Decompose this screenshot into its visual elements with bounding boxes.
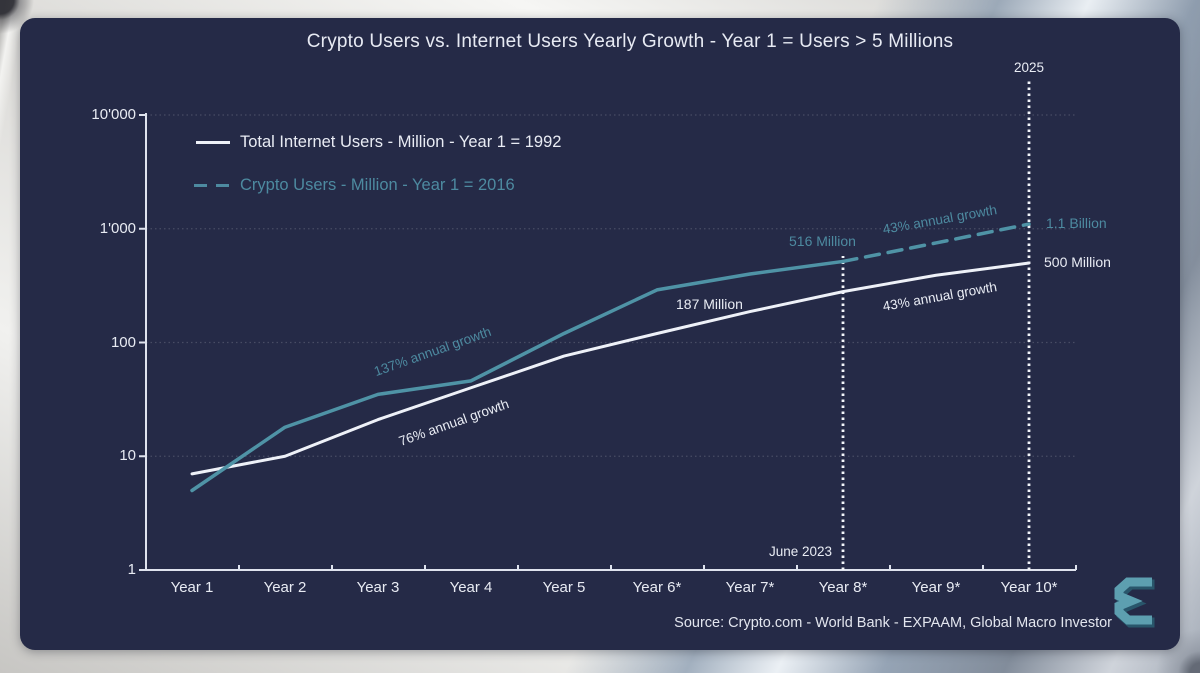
legend-label-crypto: Crypto Users - Million - Year 1 = 2016 (240, 176, 515, 194)
y-tick-1: 1 (127, 561, 136, 578)
legend-line-crypto (194, 184, 232, 187)
crypto-projection-line (841, 222, 1031, 264)
x-tick-year1: Year 1 (170, 579, 214, 596)
annotation-crypto-1-1-billion: 1.1 Billion (1046, 215, 1107, 231)
x-tick-year5: Year 5 (542, 579, 586, 596)
x-tick-year8: Year 8* (818, 579, 868, 596)
x-tick-year2: Year 2 (263, 579, 307, 596)
crypto-users-line (190, 259, 845, 493)
annotation-internet-500-million: 500 Million (1044, 254, 1111, 270)
marker-label-2025: 2025 (1013, 60, 1045, 75)
expaam-logo-icon (1114, 577, 1155, 628)
x-tick-year4: Year 4 (449, 579, 493, 596)
y-tick-100: 100 (110, 334, 136, 351)
chart-panel (20, 18, 1180, 650)
annotation-crypto-516-million: 516 Million (789, 233, 856, 249)
annotation-internet-187-million: 187 Million (676, 296, 743, 312)
x-tick-year9: Year 9* (911, 579, 961, 596)
y-tick-10: 10 (119, 447, 136, 464)
source-credit: Source: Crypto.com - World Bank - EXPAAM… (674, 615, 1112, 631)
x-tick-year3: Year 3 (356, 579, 400, 596)
marker-label-june-2023: June 2023 (769, 544, 833, 559)
x-tick-year7: Year 7* (725, 579, 775, 596)
y-tick-10000: 10'000 (91, 106, 136, 123)
x-tick-year6: Year 6* (632, 579, 682, 596)
internet-users-line (190, 261, 1031, 476)
x-tick-year10: Year 10* (1000, 579, 1058, 596)
legend-line-internet (196, 141, 230, 144)
chart-title: Crypto Users vs. Internet Users Yearly G… (306, 31, 954, 52)
legend-label-internet: Total Internet Users - Million - Year 1 … (240, 133, 562, 151)
y-tick-1000: 1'000 (99, 220, 136, 237)
